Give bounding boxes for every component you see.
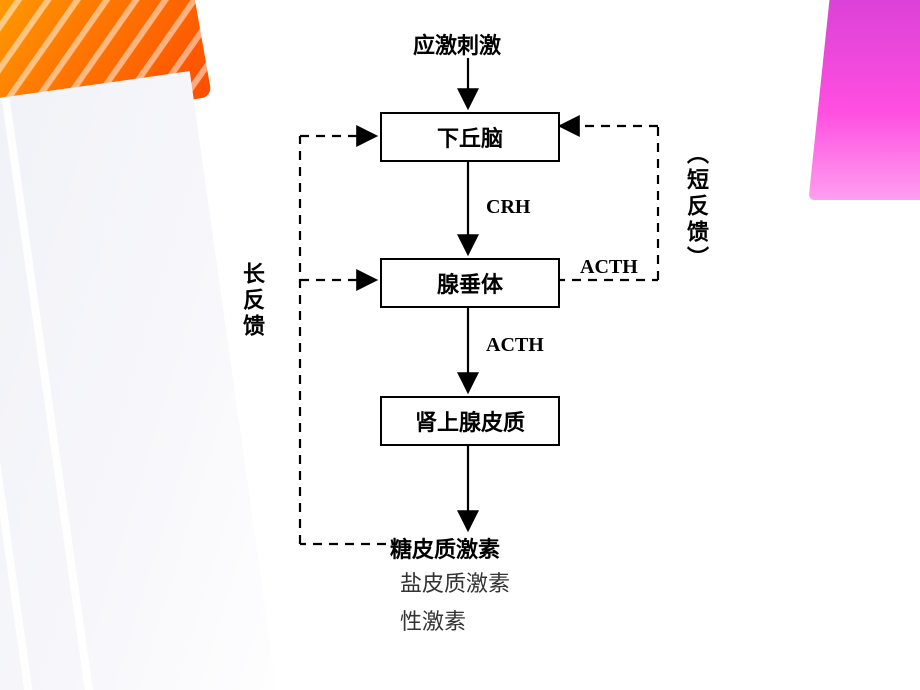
node-pituitary: 腺垂体 — [380, 258, 560, 308]
short-feedback-conn-label: ACTH — [580, 256, 638, 279]
slide: { "diagram": { "type": "flowchart", "str… — [0, 0, 920, 690]
edge-label-acth: ACTH — [486, 334, 544, 357]
node-label: 下丘脑 — [437, 121, 503, 153]
node-label: 肾上腺皮质 — [415, 405, 525, 437]
edge-label-crh: CRH — [486, 196, 530, 219]
decoration-top-right — [808, 0, 920, 200]
short-feedback-label: （短反馈） — [680, 142, 712, 272]
stimulus-label: 应激刺激 — [413, 28, 501, 60]
flowchart: 应激刺激 下丘脑 腺垂体 肾上腺皮质 CRH ACTH 糖皮质激素 长反馈 （短… — [230, 20, 750, 580]
extra-text-2: 性激素 — [400, 604, 466, 636]
node-label: 腺垂体 — [437, 267, 503, 299]
node-hypothalamus: 下丘脑 — [380, 112, 560, 162]
node-adrenal-cortex: 肾上腺皮质 — [380, 396, 560, 446]
long-feedback-label: 长反馈 — [236, 262, 268, 340]
output-label: 糖皮质激素 — [390, 532, 500, 564]
extra-text-1: 盐皮质激素 — [400, 566, 510, 598]
